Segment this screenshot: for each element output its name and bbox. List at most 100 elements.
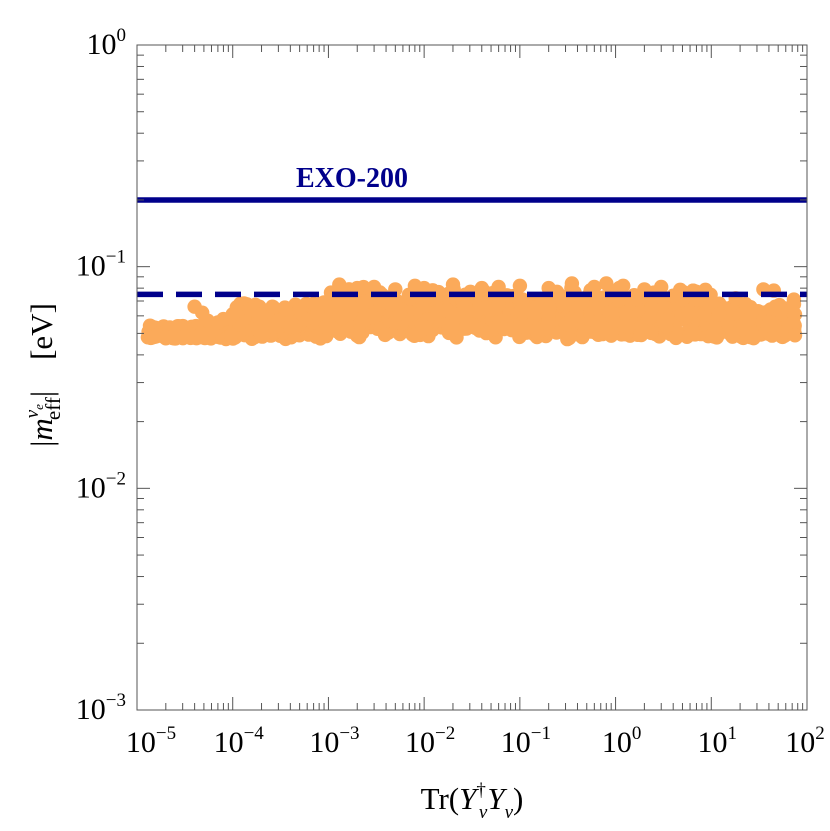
data-point — [786, 292, 802, 307]
data-point — [334, 310, 350, 326]
data-point — [599, 276, 614, 291]
data-point — [256, 327, 271, 342]
data-point — [223, 327, 239, 343]
y-tick-label: 10−1 — [76, 247, 126, 283]
data-point — [321, 321, 336, 337]
x-tick-base: 10 — [126, 726, 156, 759]
data-point — [503, 322, 518, 337]
y-tick-label: 10−2 — [76, 468, 126, 504]
y-title-part: e — [31, 404, 46, 410]
reference-lines-layer — [137, 197, 807, 298]
data-point — [445, 319, 460, 334]
data-point — [271, 313, 286, 328]
x-tick-exponent: −5 — [156, 723, 176, 744]
x-tick-exponent: −4 — [244, 723, 265, 744]
x-tick-exponent: −1 — [531, 723, 551, 744]
x-axis-title: Tr(Y† νYν) — [421, 780, 524, 823]
data-point — [313, 331, 328, 346]
data-point — [654, 279, 669, 295]
data-point — [684, 323, 700, 338]
x-tick-exponent: −3 — [339, 723, 359, 744]
data-point — [193, 326, 209, 341]
data-point — [587, 279, 602, 295]
data-point — [359, 294, 375, 309]
data-point — [529, 300, 544, 315]
x-tick-label: 10−1 — [501, 723, 551, 759]
plot-frame — [136, 44, 808, 711]
y-title-part: [eV] — [24, 303, 59, 391]
data-point — [277, 300, 293, 315]
data-point — [742, 311, 757, 327]
data-point — [491, 279, 506, 295]
data-point — [772, 297, 787, 313]
data-point — [564, 276, 580, 291]
x-title-part: † — [476, 780, 486, 801]
y-tick-exponent: −1 — [106, 247, 126, 268]
data-point — [785, 317, 800, 332]
y-title-part: ν — [22, 409, 43, 418]
data-point — [681, 303, 696, 318]
data-point — [564, 311, 579, 327]
x-tick-base: 10 — [309, 726, 339, 759]
exo-200-label: EXO-200 — [296, 163, 408, 194]
y-tick-label: 100 — [87, 25, 127, 61]
data-point — [660, 312, 675, 327]
data-point — [704, 296, 719, 311]
x-tick-exponent: 0 — [632, 723, 642, 744]
data-point — [725, 326, 740, 341]
y-title-part: | — [24, 441, 59, 447]
y-title-part: eff — [41, 397, 65, 420]
x-tick-base: 10 — [405, 726, 435, 759]
x-tick-label: 101 — [698, 723, 738, 759]
data-point — [439, 302, 454, 318]
y-tick-exponent: −3 — [106, 690, 126, 711]
data-point — [668, 330, 684, 346]
data-point — [582, 312, 597, 327]
x-tick-label: 10−2 — [405, 723, 455, 759]
y-tick-exponent: 0 — [117, 25, 127, 46]
data-point — [366, 279, 382, 295]
data-point — [529, 323, 544, 338]
data-point — [618, 305, 634, 321]
y-tick-base: 10 — [87, 28, 117, 61]
data-point — [512, 278, 528, 293]
data-point — [642, 310, 658, 325]
x-tick-base: 10 — [602, 726, 632, 759]
data-point — [561, 331, 577, 346]
x-tick-base: 10 — [698, 726, 728, 759]
data-point — [377, 327, 393, 343]
data-point — [392, 306, 408, 321]
data-point — [541, 316, 557, 331]
plot-frame-layer — [136, 44, 808, 711]
data-point — [590, 301, 605, 316]
data-point — [316, 295, 332, 310]
y-title-part: | — [24, 391, 59, 397]
y-title-part: m — [24, 418, 59, 440]
data-point — [354, 314, 370, 329]
data-point — [456, 321, 472, 336]
x-tick-exponent: −2 — [435, 723, 455, 744]
x-title-part: ) — [513, 781, 523, 816]
x-tick-base: 10 — [785, 726, 815, 759]
y-tick-base: 10 — [76, 471, 106, 504]
data-point — [711, 307, 727, 322]
y-tick-base: 10 — [76, 250, 106, 283]
data-point — [292, 302, 307, 317]
scatter-series — [140, 276, 803, 347]
data-point — [478, 300, 493, 315]
x-title-part: Y — [487, 781, 507, 816]
data-point — [542, 300, 557, 316]
x-tick-exponent: 1 — [728, 723, 738, 744]
data-point — [175, 330, 190, 345]
x-tick-base: 10 — [214, 726, 244, 759]
x-tick-exponent: 2 — [815, 723, 825, 744]
x-tick-label: 10−4 — [214, 723, 265, 759]
data-point — [705, 327, 720, 343]
y-tick-exponent: −2 — [106, 468, 126, 489]
data-point — [265, 299, 280, 314]
x-tick-label: 10−5 — [126, 723, 176, 759]
data-point — [225, 307, 240, 322]
